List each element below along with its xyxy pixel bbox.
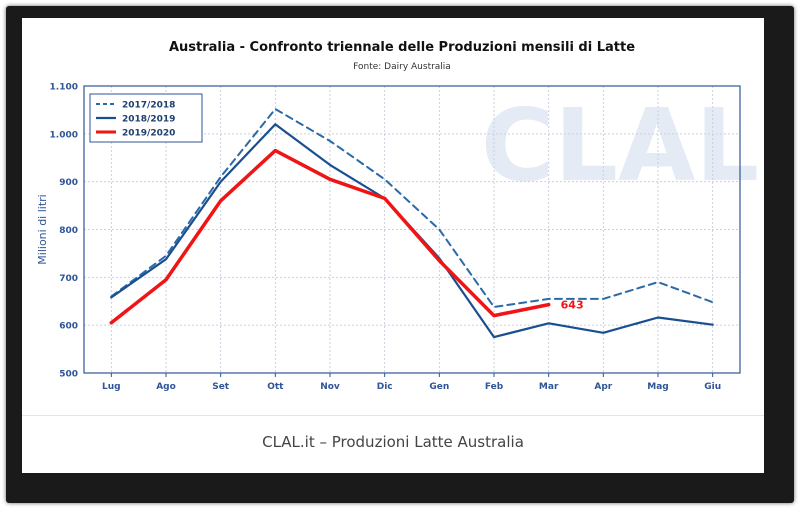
y-tick-label: 500 xyxy=(59,370,78,380)
y-tick-label: 900 xyxy=(59,178,78,188)
x-tick-label: Ago xyxy=(156,382,176,392)
x-tick-label: Dic xyxy=(377,382,393,392)
y-tick-label: 800 xyxy=(59,226,78,236)
watermark-logo: CLAL xyxy=(481,87,759,204)
x-tick-label: Set xyxy=(212,382,230,392)
x-tick-label: Nov xyxy=(320,382,340,392)
chart-title: Australia - Confronto triennale delle Pr… xyxy=(169,40,635,55)
series-line-2017-2018 xyxy=(110,108,714,308)
chart-subtitle: Fonte: Dairy Australia xyxy=(353,62,451,72)
x-tick-label: Giu xyxy=(704,382,721,392)
y-tick-label: 1.100 xyxy=(50,83,78,93)
x-tick-label: Ott xyxy=(267,382,284,392)
caption-divider xyxy=(22,415,764,416)
caption[interactable]: CLAL.it – Produzioni Latte Australia xyxy=(262,433,524,451)
x-tick-label: Mar xyxy=(539,382,559,392)
x-tick-label: Mag xyxy=(647,382,668,392)
chart: CLAL Australia - Confronto triennale dell… xyxy=(36,40,759,392)
x-tick-label: Lug xyxy=(102,382,121,392)
y-tick-label: 1.000 xyxy=(50,130,78,140)
data-label: 643 xyxy=(561,299,584,312)
x-tick-label: Feb xyxy=(485,382,504,392)
y-tick-label: 600 xyxy=(59,322,78,332)
legend-label: 2017/2018 xyxy=(122,101,175,111)
series-line-2019-2020 xyxy=(109,148,551,325)
chart-panel: CLAL Australia - Confronto triennale dell… xyxy=(22,18,764,473)
x-tick-label: Apr xyxy=(594,382,612,392)
y-tick-label: 700 xyxy=(59,274,78,284)
x-tick-label: Gen xyxy=(429,382,449,392)
legend-label: 2018/2019 xyxy=(122,115,175,125)
y-axis-label: Milioni di litri xyxy=(36,194,49,264)
plot-border xyxy=(83,85,741,374)
legend-label: 2019/2020 xyxy=(122,129,175,139)
